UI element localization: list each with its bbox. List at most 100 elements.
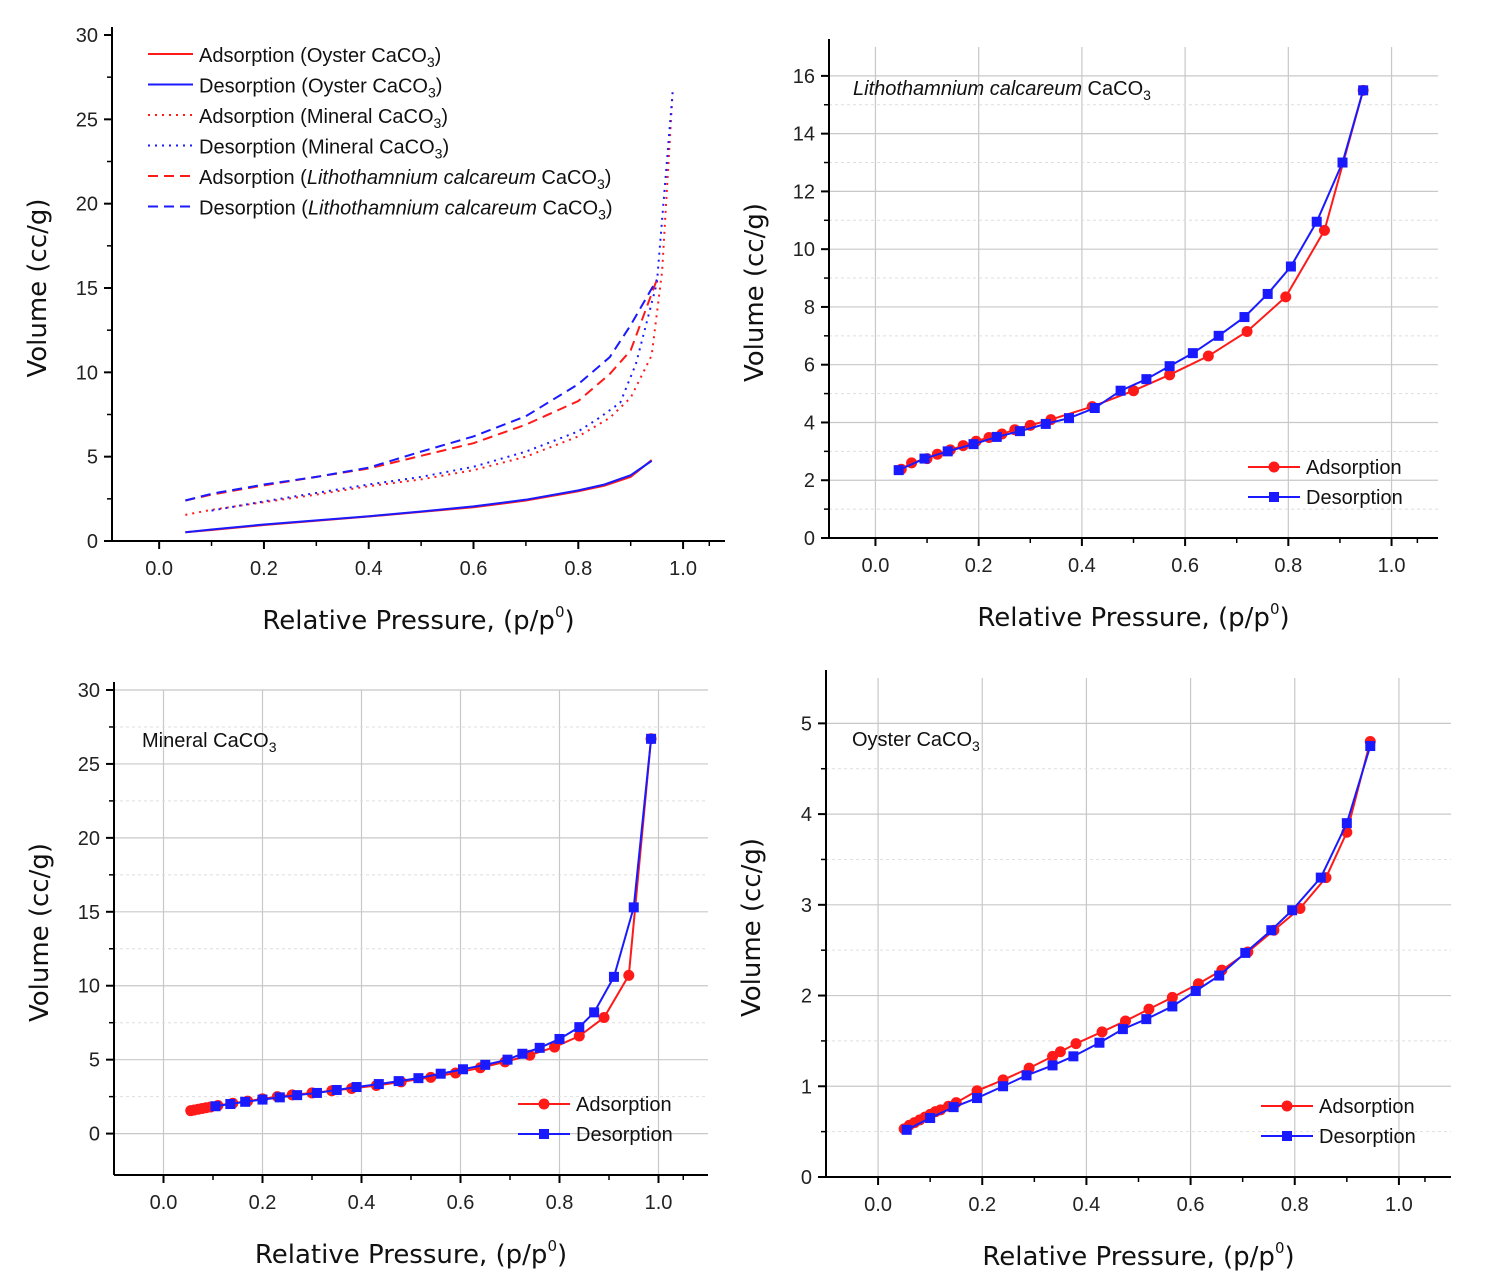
x-tick-label: 0.0 — [145, 558, 173, 580]
data-point — [1068, 1051, 1079, 1062]
data-point — [1266, 925, 1277, 936]
legend-marker — [538, 1098, 550, 1110]
y-tick-label: 3 — [801, 895, 812, 917]
data-point — [257, 1094, 268, 1105]
data-point — [549, 1041, 561, 1053]
x-tick-label: 0.8 — [1281, 1194, 1309, 1216]
data-point — [457, 1064, 468, 1075]
data-point — [1241, 325, 1253, 337]
y-tick-label: 15 — [76, 278, 98, 300]
y-tick-label: 10 — [78, 976, 100, 998]
y-tick-label: 5 — [89, 1050, 100, 1072]
data-point — [1119, 1015, 1131, 1027]
series-adsorption-0 — [895, 84, 1369, 475]
series-line — [185, 460, 653, 534]
x-tick-label: 0.2 — [968, 1194, 996, 1216]
panel-label: Lithothamnium calcareum CaCO3 — [853, 78, 1151, 103]
y-tick-label: 2 — [804, 470, 815, 492]
data-point — [1164, 369, 1176, 381]
data-point — [554, 1033, 565, 1044]
x-tick-label: 1.0 — [1385, 1194, 1413, 1216]
x-tick-label: 0.6 — [460, 558, 488, 580]
series-desorption-1 — [210, 733, 657, 1112]
legend: Adsorption Desorption — [1261, 1096, 1416, 1148]
y-axis-title: Volume (cc/g) — [737, 838, 767, 1017]
axes: 0.0 0.2 0.4 0.6 0.8 1.0 0 2 4 6 8 10 12 14 16 — [793, 39, 1438, 577]
data-point — [623, 969, 635, 981]
y-tick-label: 0 — [801, 1167, 812, 1189]
data-point — [598, 1012, 610, 1024]
panel-label: Oyster CaCO3 — [852, 729, 980, 754]
series-line — [906, 745, 1372, 1131]
x-tick-label: 0.8 — [564, 558, 592, 580]
data-point — [534, 1042, 545, 1053]
data-point — [435, 1068, 446, 1079]
chart-lithothamnium-svg: 0.0 0.2 0.4 0.6 0.8 1.0 0 2 4 6 8 10 12 14 16 Relative … — [740, 39, 1438, 633]
data-point — [480, 1059, 491, 1070]
data-point — [351, 1082, 362, 1093]
x-tick-label: 1.0 — [645, 1192, 673, 1214]
data-point — [968, 439, 979, 450]
legend-label: Desorption — [1306, 487, 1403, 509]
data-point — [574, 1022, 585, 1033]
data-point — [1128, 385, 1139, 397]
data-point — [1311, 216, 1322, 227]
data-point — [1070, 1038, 1082, 1050]
data-point — [1337, 157, 1348, 168]
y-tick-label: 0 — [804, 528, 815, 550]
series-line — [190, 738, 653, 1112]
legend-label: Desorption (Oyster CaCO3) — [199, 76, 442, 101]
series-adsorption-0 — [185, 459, 653, 534]
data-point — [901, 1124, 912, 1135]
y-tick-label: 0 — [87, 531, 98, 553]
data-point — [1167, 1001, 1178, 1012]
panel-label: Mineral CaCO3 — [142, 730, 277, 755]
y-tick-label: 8 — [804, 297, 815, 319]
data-point — [1318, 224, 1330, 236]
data-point — [942, 446, 953, 457]
data-point — [1262, 288, 1273, 299]
series-desorption-1 — [185, 460, 653, 534]
data-point — [292, 1090, 303, 1101]
data-point — [1143, 1003, 1155, 1015]
chart-mineral: 0.0 0.2 0.4 0.6 0.8 1.0 0 5 10 15 20 25 30 Relative P… — [0, 643, 750, 1286]
data-point — [1094, 1037, 1105, 1048]
data-point — [589, 1007, 600, 1018]
data-point — [1365, 741, 1376, 752]
legend-label: Adsorption — [576, 1094, 672, 1116]
data-point — [1315, 872, 1326, 883]
legend-marker — [1282, 1131, 1292, 1141]
data-point — [1014, 426, 1025, 437]
legend-marker — [539, 1129, 549, 1139]
legend-label: Adsorption (Lithothamnium calcareum CaCO… — [199, 167, 611, 192]
legend-label: Adsorption (Oyster CaCO3) — [199, 45, 441, 70]
data-point — [1063, 413, 1074, 424]
y-tick-label: 20 — [78, 828, 100, 850]
y-axis-title: Volume (cc/g) — [23, 198, 53, 377]
y-tick-label: 30 — [76, 25, 98, 47]
data-point — [1190, 986, 1201, 997]
data-point — [1054, 1046, 1066, 1058]
data-point — [517, 1048, 528, 1059]
x-tick-label: 0.4 — [348, 1192, 376, 1214]
x-tick-label: 0.2 — [965, 555, 993, 577]
y-tick-label: 5 — [87, 447, 98, 469]
data-point — [413, 1073, 424, 1084]
data-point — [948, 1102, 959, 1113]
data-point — [393, 1076, 404, 1087]
x-axis-title: Relative Pressure, (p/p0) — [982, 1239, 1294, 1272]
x-tick-label: 0.4 — [355, 558, 383, 580]
data-point — [1040, 418, 1051, 429]
series-line — [185, 279, 658, 502]
legend: Adsorption Desorption — [1248, 457, 1403, 509]
series-line — [903, 741, 1372, 1130]
y-tick-label: 30 — [78, 680, 100, 702]
x-tick-label: 0.8 — [1274, 555, 1302, 577]
data-point — [1239, 312, 1250, 323]
data-point — [373, 1079, 384, 1090]
y-tick-label: 12 — [793, 181, 815, 203]
legend-label: Adsorption — [1306, 457, 1402, 479]
grid — [829, 47, 1438, 539]
legend-label: Desorption — [1319, 1126, 1416, 1148]
y-tick-label: 20 — [76, 194, 98, 216]
